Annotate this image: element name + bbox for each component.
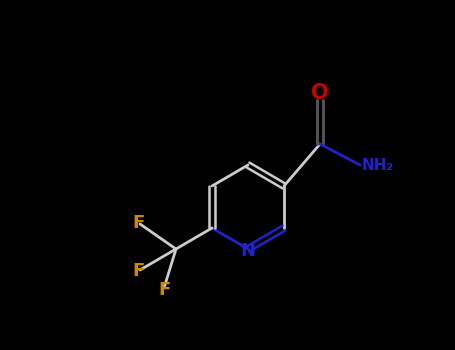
- Text: F: F: [133, 262, 145, 280]
- Text: F: F: [159, 281, 171, 299]
- Text: O: O: [311, 83, 329, 103]
- Text: NH₂: NH₂: [362, 159, 394, 174]
- Text: F: F: [133, 214, 145, 232]
- Text: N: N: [241, 242, 256, 260]
